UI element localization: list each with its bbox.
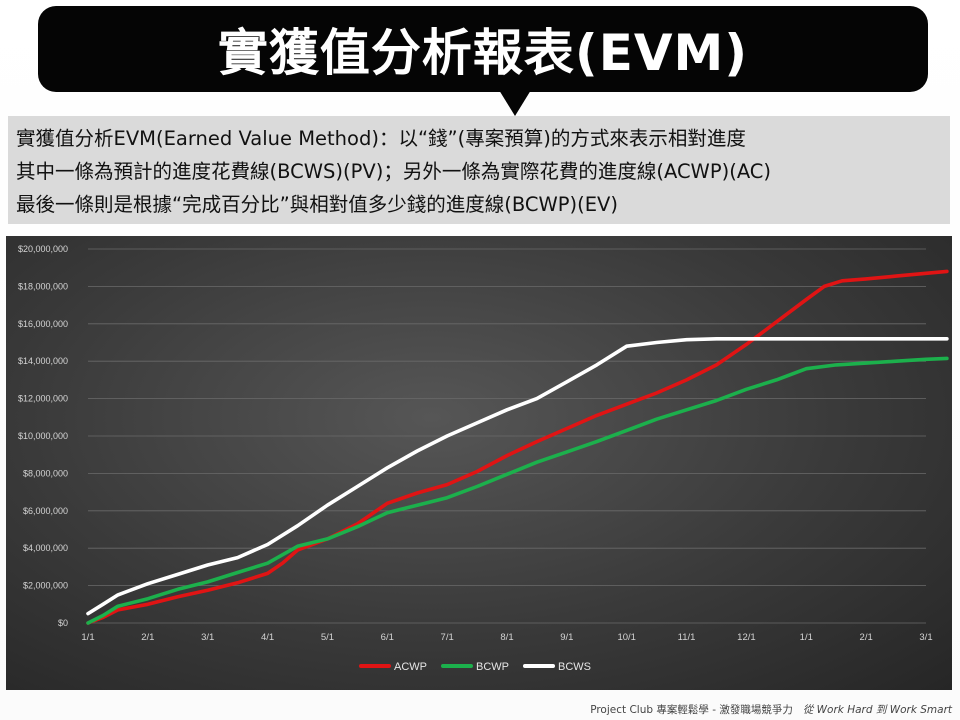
title-banner: 實獲值分析報表(EVM) [38,6,928,116]
y-tick-label: $20,000,000 [18,244,68,254]
y-tick-label: $12,000,000 [18,394,68,404]
x-tick-label: 11/1 [678,632,696,643]
x-tick-label: 6/1 [381,632,394,643]
x-tick-label: 4/1 [261,632,274,643]
series-line-bcwp [86,356,949,625]
x-tick-label: 1/1 [800,632,813,643]
chart-svg: $0 $2,000,000 $4,000,000 $6,000,000 $8,000,0… [18,244,949,673]
x-tick-label: 3/1 [201,632,214,643]
x-tick-label: 2/1 [860,632,873,643]
y-tick-label: $0 [58,618,68,628]
y-tick-label: $4,000,000 [23,543,68,553]
y-tick-label: $10,000,000 [18,431,68,441]
x-tick-label: 5/1 [321,632,334,643]
x-tick-label: 3/1 [919,632,932,643]
x-tick-label: 8/1 [500,632,513,643]
footer: Project Club 專案輕鬆學 - 激發職場競爭力從 Work Hard … [590,702,952,717]
footer-text: Project Club 專案輕鬆學 - 激發職場競爭力 [590,704,793,716]
x-tick-label: 2/1 [141,632,154,643]
page-title: 實獲值分析報表(EVM) [217,24,749,82]
y-tick-label: $6,000,000 [23,506,68,516]
series-line-acwp [86,269,949,625]
y-tick-label: $18,000,000 [18,281,68,291]
footer-tagline: 從 Work Hard 到 Work Smart [802,704,952,716]
y-tick-label: $14,000,000 [18,356,68,366]
y-tick-label: $8,000,000 [23,468,68,478]
legend-label-bcws: BCWS [558,661,591,673]
x-tick-label: 12/1 [737,632,756,643]
series-line-bcws [86,337,949,616]
x-tick-label: 1/1 [81,632,94,643]
x-tick-label: 10/1 [617,632,636,643]
x-tick-label: 7/1 [441,632,454,643]
y-tick-label: $2,000,000 [23,581,68,591]
description-line-3: 最後一條則是根據“完成百分比”與相對值多少錢的進度線(BCWP)(EV) [16,193,618,216]
legend-label-acwp: ACWP [394,661,427,673]
y-tick-label: $16,000,000 [18,319,68,329]
evm-chart: $0 $2,000,000 $4,000,000 $6,000,000 $8,000,0… [6,236,952,690]
description-line-2: 其中一條為預計的進度花費線(BCWS)(PV)；另外一條為實際花費的進度線(AC… [16,160,772,183]
description-box: 實獲值分析EVM(Earned Value Method)：以“錢”(專案預算)… [8,116,950,224]
description-line-1: 實獲值分析EVM(Earned Value Method)：以“錢”(專案預算)… [16,127,746,150]
x-tick-label: 9/1 [560,632,573,643]
legend-label-bcwp: BCWP [476,661,509,673]
